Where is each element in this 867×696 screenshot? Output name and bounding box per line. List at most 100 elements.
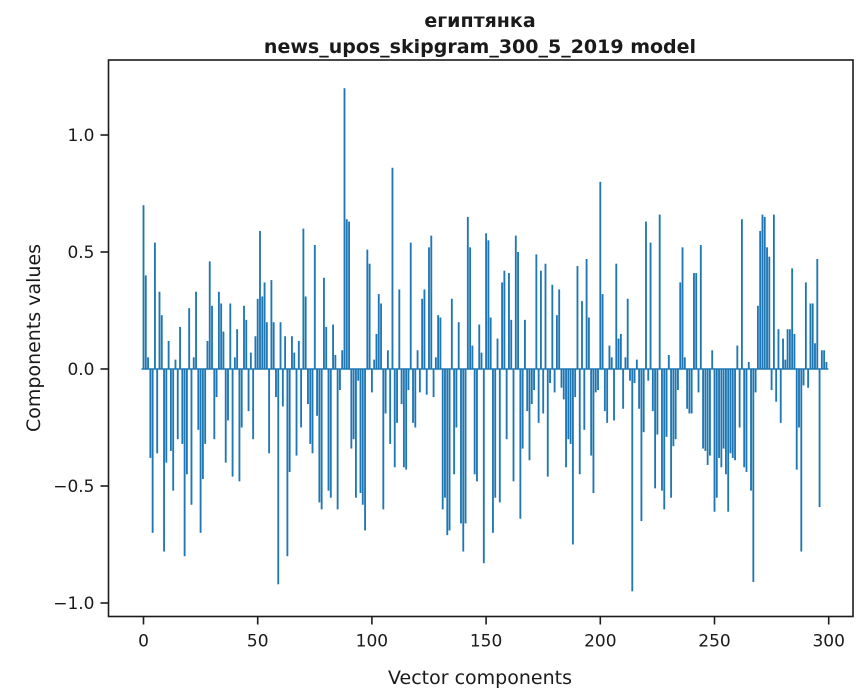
bar bbox=[574, 369, 577, 398]
bar bbox=[455, 369, 458, 428]
bar bbox=[288, 369, 291, 472]
bar bbox=[754, 369, 757, 393]
y-tick-label: 0.0 bbox=[67, 360, 94, 380]
bar bbox=[715, 369, 718, 498]
bar bbox=[779, 369, 782, 423]
bar bbox=[373, 359, 376, 369]
bar bbox=[233, 357, 236, 369]
bar bbox=[256, 298, 259, 369]
bar bbox=[599, 181, 602, 369]
bar bbox=[418, 369, 421, 393]
bar bbox=[768, 256, 771, 369]
bar bbox=[740, 219, 743, 369]
bar bbox=[414, 369, 417, 428]
bar bbox=[307, 369, 309, 405]
bar bbox=[446, 369, 449, 536]
bar bbox=[549, 369, 551, 384]
bar bbox=[227, 369, 229, 421]
bar bbox=[526, 369, 529, 412]
bar bbox=[295, 369, 298, 456]
bar bbox=[318, 369, 321, 503]
bar bbox=[738, 369, 741, 428]
bar bbox=[583, 369, 586, 430]
bar bbox=[581, 301, 583, 369]
bar bbox=[674, 369, 677, 440]
bar bbox=[252, 369, 255, 440]
bar bbox=[231, 369, 234, 477]
bar bbox=[576, 266, 579, 369]
bar bbox=[405, 369, 408, 470]
bar bbox=[786, 329, 789, 369]
bar bbox=[496, 338, 499, 369]
bar bbox=[725, 369, 727, 475]
bar bbox=[804, 282, 807, 369]
x-axis-ticks: 0 50 100 150 200 250 300 bbox=[138, 616, 845, 652]
bar bbox=[640, 369, 643, 522]
bar bbox=[681, 247, 684, 369]
bar bbox=[651, 369, 654, 412]
bar bbox=[704, 369, 707, 451]
bar bbox=[528, 369, 531, 461]
bar bbox=[592, 369, 595, 494]
bar bbox=[478, 324, 481, 369]
bar bbox=[352, 369, 355, 440]
bar bbox=[341, 350, 344, 369]
bar bbox=[512, 369, 515, 482]
bar bbox=[594, 369, 597, 393]
bar bbox=[201, 369, 204, 479]
bar bbox=[544, 263, 547, 369]
bar bbox=[450, 298, 453, 369]
bar bbox=[711, 350, 714, 369]
bar bbox=[473, 369, 476, 475]
bar bbox=[167, 340, 170, 369]
bar bbox=[702, 369, 704, 449]
bar bbox=[615, 263, 618, 369]
bar bbox=[195, 291, 197, 369]
bar bbox=[169, 369, 172, 451]
bar bbox=[601, 294, 604, 369]
bar bbox=[179, 326, 181, 369]
bar bbox=[539, 270, 542, 369]
bar bbox=[249, 352, 252, 369]
bar bbox=[222, 331, 225, 369]
bar bbox=[380, 303, 382, 369]
bar bbox=[820, 350, 823, 369]
bar bbox=[699, 244, 702, 369]
bar bbox=[259, 230, 261, 369]
bar bbox=[423, 289, 426, 369]
bar bbox=[302, 228, 305, 369]
bar bbox=[761, 214, 764, 369]
bar bbox=[508, 273, 510, 369]
bar bbox=[690, 369, 693, 414]
bar bbox=[759, 230, 762, 369]
bar bbox=[709, 369, 711, 456]
bar bbox=[311, 369, 314, 454]
bar bbox=[791, 268, 794, 369]
bar bbox=[489, 317, 492, 369]
bar bbox=[354, 369, 357, 498]
bar bbox=[460, 369, 462, 524]
bar bbox=[501, 282, 504, 369]
bar bbox=[626, 298, 629, 369]
bar bbox=[720, 369, 723, 468]
bar bbox=[464, 369, 467, 524]
bar bbox=[535, 254, 538, 369]
bar bbox=[327, 369, 330, 491]
bar bbox=[800, 369, 803, 552]
bar bbox=[400, 369, 403, 405]
bar bbox=[183, 369, 186, 557]
bar bbox=[281, 369, 284, 407]
bar bbox=[215, 369, 218, 398]
bar bbox=[329, 369, 332, 498]
bar bbox=[291, 336, 293, 369]
bar bbox=[165, 369, 168, 463]
bar bbox=[697, 369, 700, 393]
x-tick-label: 50 bbox=[247, 632, 269, 652]
bar bbox=[658, 214, 661, 369]
bar bbox=[551, 284, 554, 369]
bar bbox=[571, 369, 574, 545]
chart-title-line1: египтянка bbox=[424, 10, 535, 32]
bar bbox=[160, 315, 163, 369]
bar bbox=[672, 369, 675, 447]
